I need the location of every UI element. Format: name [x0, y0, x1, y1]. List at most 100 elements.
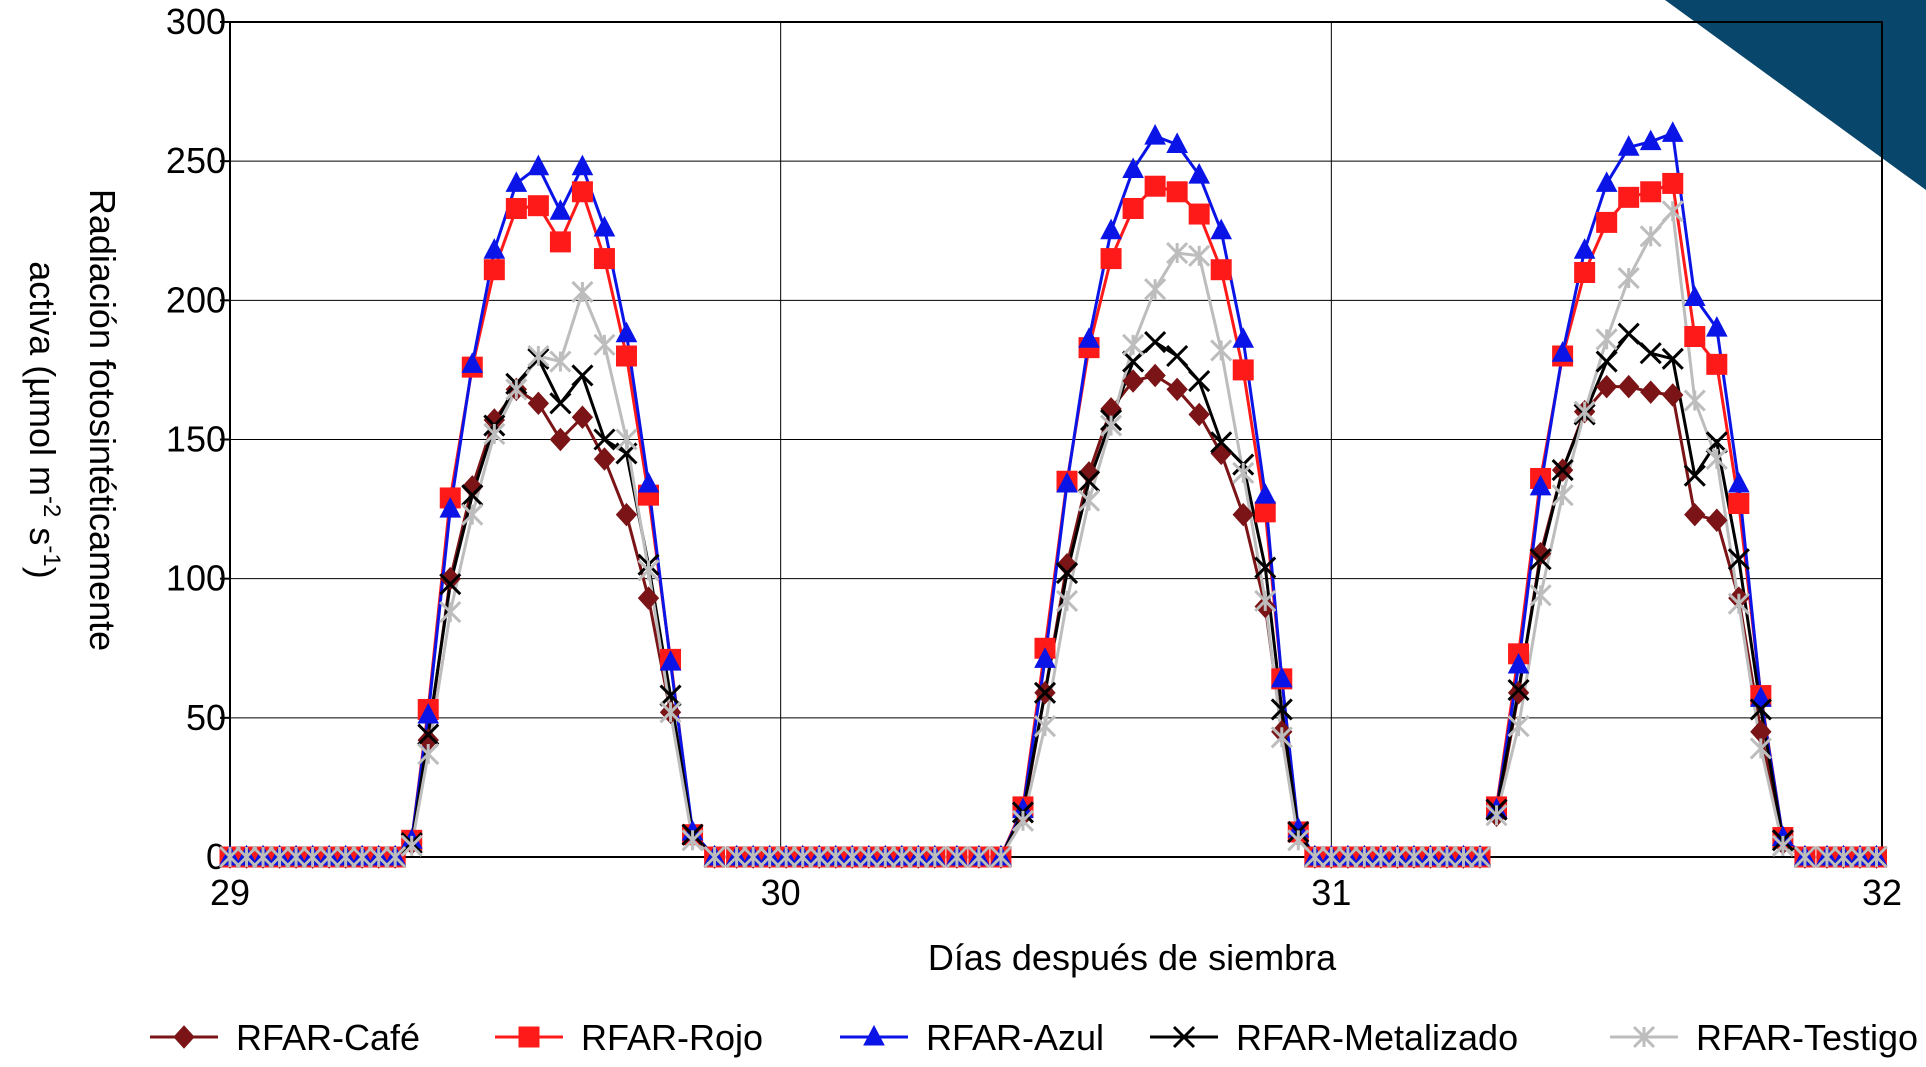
data-point: [1507, 681, 1530, 705]
data-point: [461, 503, 484, 526]
x-tick-label: 31: [1311, 872, 1351, 913]
data-point: [285, 845, 308, 869]
marker-stroke: [1122, 350, 1145, 373]
data-point: [791, 845, 814, 869]
data-point: [1661, 121, 1684, 142]
data-point: [549, 199, 572, 220]
marker-stroke: [1551, 459, 1574, 482]
y-tick-label: 250: [166, 140, 226, 181]
y-label-part: activa (µmol m: [22, 261, 63, 496]
data-point: [1683, 464, 1706, 487]
series-markers-RFAR-Testigo: [218, 200, 1888, 869]
data-point: [1706, 353, 1728, 375]
marker-stroke: [1144, 331, 1167, 354]
legend: RFAR-Café RFAR-Rojo RFAR-Azul RFAR-Metaliza…: [150, 1017, 1918, 1058]
data-point: [1210, 339, 1233, 362]
data-point: [461, 484, 484, 507]
marker-stroke: [549, 392, 572, 415]
series-RFAR-Testigo: [230, 209, 1877, 859]
data-point: [1270, 698, 1293, 721]
data-point: [1507, 715, 1530, 738]
data-point: [1662, 172, 1684, 194]
series-line: [819, 134, 1480, 859]
data-point: [1595, 374, 1618, 399]
data-point: [1122, 157, 1144, 179]
data-point: [1595, 328, 1618, 351]
marker-stroke: [1661, 347, 1684, 370]
data-point: [1122, 333, 1145, 356]
data-point: [1639, 225, 1662, 248]
series-markers-RFAR-Café: [219, 363, 1888, 869]
data-point: [1595, 350, 1618, 373]
data-point: [318, 845, 341, 869]
legend-item: RFAR-Café: [150, 1017, 420, 1058]
data-point: [1683, 285, 1706, 307]
data-point: [1144, 175, 1166, 197]
data-point: [1210, 218, 1233, 240]
data-point: [549, 427, 572, 452]
data-point: [571, 364, 594, 387]
legend-label: RFAR-Café: [236, 1017, 420, 1058]
data-point: [593, 428, 616, 451]
data-point: [1468, 845, 1492, 869]
data-point: [461, 352, 484, 373]
series-line: [819, 251, 1480, 859]
legend-marker: [1172, 1025, 1196, 1049]
data-point: [1369, 845, 1392, 869]
y-label-part: s: [22, 517, 63, 545]
data-point: [439, 566, 461, 591]
data-point: [1011, 809, 1035, 832]
data-point: [593, 248, 615, 270]
data-point: [1684, 326, 1706, 348]
data-point: [1551, 341, 1574, 362]
data-point: [527, 391, 550, 416]
x-axis-title: Días después de siembra: [928, 937, 1337, 978]
marker-stroke: [1254, 556, 1277, 579]
marker-stroke: [417, 723, 440, 746]
y-tick-label: 150: [166, 419, 226, 460]
data-point: [1078, 461, 1100, 485]
series-line: [1495, 209, 1877, 859]
data-point: [1077, 470, 1101, 493]
data-point: [1210, 441, 1232, 466]
data-point: [1727, 548, 1750, 571]
data-point: [1270, 666, 1293, 688]
data-point: [1507, 678, 1530, 702]
data-point: [1749, 698, 1772, 721]
data-point: [1452, 845, 1475, 869]
data-point: [1122, 197, 1144, 219]
data-point: [890, 845, 913, 869]
legend-marker: [518, 1026, 540, 1048]
marker-stroke: [1055, 562, 1079, 585]
y-axis-title-line1: Radiación fotosintéticamente: [82, 189, 123, 651]
data-point: [235, 845, 258, 869]
y-label-part: ): [22, 567, 63, 579]
data-point: [1122, 369, 1144, 393]
series-layer: [218, 121, 1888, 869]
legend-item: RFAR-Azul: [840, 1017, 1104, 1058]
data-point: [1056, 553, 1078, 577]
series-line: [230, 165, 820, 859]
marker-stroke: [1270, 698, 1293, 721]
data-point: [857, 845, 880, 869]
data-point: [1596, 211, 1618, 233]
marker-stroke: [1749, 698, 1772, 721]
data-point: [1232, 327, 1255, 348]
data-point: [1270, 726, 1293, 749]
data-point: [1574, 262, 1596, 283]
data-point: [1771, 834, 1794, 857]
marker-stroke: [1172, 1025, 1196, 1049]
data-point: [775, 845, 798, 869]
data-point: [1188, 369, 1211, 393]
data-point: [1684, 502, 1706, 527]
data-point: [417, 742, 440, 766]
data-point: [1210, 431, 1233, 454]
marker-stroke: [593, 428, 616, 451]
data-point: [549, 350, 572, 373]
y-axis-title: Radiación fotosintéticamente activa (µmo…: [22, 189, 123, 651]
marker-stroke: [1683, 464, 1706, 487]
legend-marker: [173, 1025, 195, 1049]
data-point: [1618, 186, 1640, 208]
data-point: [758, 845, 781, 869]
